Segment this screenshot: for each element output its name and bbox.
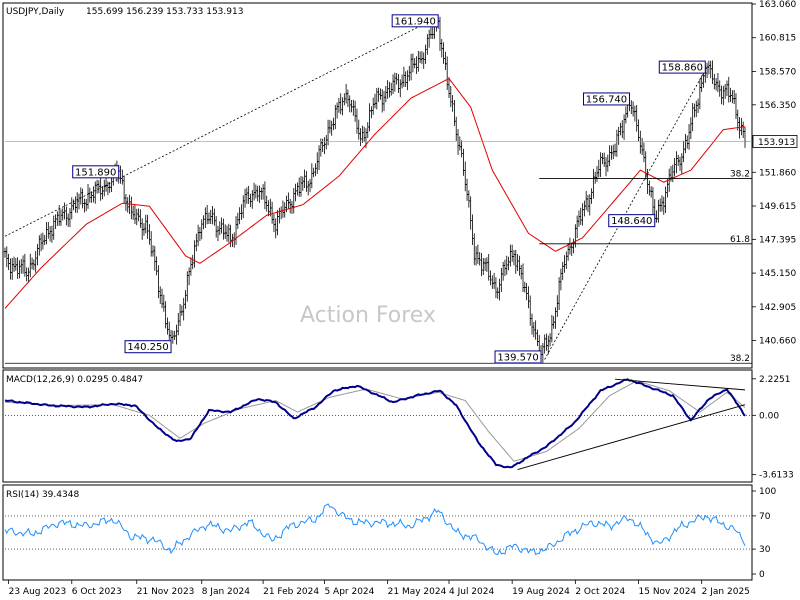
x-tick-label: 4 Jul 2024 [449, 587, 494, 597]
x-tick-label: 21 Nov 2023 [137, 587, 195, 597]
price-label-box [608, 214, 656, 228]
price-y-tick-label: 142.905 [759, 303, 796, 313]
macd-y-tick-label: 2.2251 [759, 375, 791, 385]
x-tick-label: 8 Jan 2024 [202, 587, 250, 597]
rsi-panel [4, 503, 752, 556]
moving-average-line [4, 77, 746, 309]
price-trend-line [4, 16, 439, 237]
fib-level-label: 38.2 [730, 354, 750, 364]
price-label: 158.860 [662, 63, 703, 74]
fib-level-label: 61.8 [730, 235, 750, 245]
last-price-badge [752, 135, 798, 148]
macd-trend-line [615, 378, 746, 391]
fib-level-label: 38.2 [730, 169, 750, 179]
price-y-tick-label: 140.660 [759, 337, 796, 347]
price-y-tick-label: 147.395 [759, 235, 796, 245]
x-tick-label: 21 Feb 2024 [263, 587, 319, 597]
rsi-panel-border [2, 484, 753, 581]
rsi-y-tick-label: 30 [759, 545, 771, 555]
price-label-box [72, 165, 120, 179]
x-tick-label: 15 Nov 2024 [639, 587, 697, 597]
x-tick-label: 5 Apr 2024 [324, 587, 374, 597]
macd-y-tick-label: 0.00 [759, 411, 779, 421]
price-panel: 38.2 61.8 38.2 151.890 140.250 161.940 139.570… [3, 14, 752, 364]
x-tick-label: 21 May 2024 [388, 587, 447, 597]
macd-panel [4, 378, 752, 470]
rsi-y-tick-label: 70 [759, 512, 771, 522]
macd-y-tick-label: -3.6133 [759, 471, 794, 481]
price-y-tick-label: 151.860 [759, 168, 796, 178]
price-label-box [658, 60, 706, 74]
price-y-tick-label: 158.570 [759, 67, 796, 77]
price-y-tick-label: 145.150 [759, 269, 796, 279]
macd-panel-border [2, 369, 753, 483]
price-label: 148.640 [611, 216, 652, 227]
ohlc-bars [3, 15, 747, 364]
x-tick-label: 2 Oct 2024 [575, 587, 625, 597]
last-price-label: 153.913 [758, 138, 795, 148]
watermark: Action Forex [300, 303, 436, 328]
price-label: 156.740 [586, 94, 627, 105]
x-tick-label: 2 Jan 2025 [702, 587, 750, 597]
price-label-box [124, 340, 172, 354]
price-y-tick-label: 149.615 [759, 202, 796, 212]
rsi-title: RSI(14) 39.4348 [6, 490, 79, 500]
price-panel-border [2, 2, 753, 369]
price-y-tick-label: 160.815 [759, 34, 796, 44]
macd-title: MACD(12,26,9) 0.0295 0.4847 [6, 375, 143, 385]
price-label-box [582, 92, 630, 106]
macd-line [4, 378, 746, 469]
chart-symbol: USDJPY,Daily [6, 7, 65, 17]
rsi-y-tick-label: 100 [759, 487, 776, 497]
price-y-tick-label: 156.350 [759, 101, 796, 111]
axes: 163.060160.815158.570156.350154.105151.8… [8, 0, 798, 597]
rsi-y-tick-label: 0 [759, 570, 765, 580]
x-tick-label: 23 Aug 2023 [9, 587, 67, 597]
chart-ohlc: 155.699 156.239 153.733 153.913 [86, 7, 243, 17]
price-y-tick-label: 163.060 [759, 0, 796, 10]
price-label: 140.250 [127, 342, 168, 353]
price-label: 151.890 [75, 167, 116, 178]
x-tick-label: 6 Oct 2023 [72, 587, 122, 597]
x-tick-label: 19 Aug 2024 [512, 587, 570, 597]
price-label-box [494, 350, 542, 364]
rsi-line [4, 503, 746, 556]
macd-signal-line [4, 380, 746, 462]
price-label-box [391, 14, 439, 28]
price-label: 139.570 [497, 352, 538, 363]
macd-trend-line [517, 404, 746, 470]
price-label: 161.940 [394, 16, 435, 27]
